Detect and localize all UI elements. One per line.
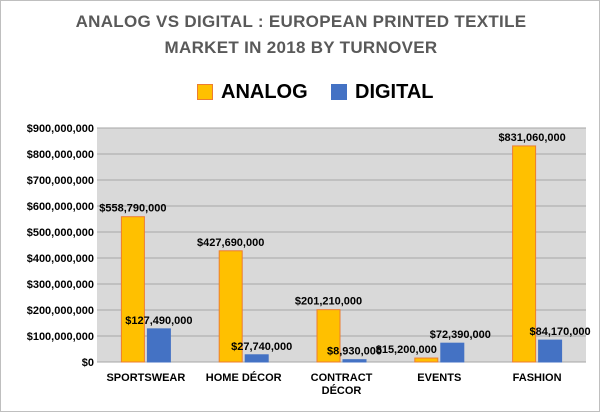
- y-tick-label: $100,000,000: [27, 331, 94, 343]
- bar-analog: [414, 357, 439, 363]
- data-label-digital: $8,930,000: [327, 346, 382, 358]
- bar-analog: [512, 145, 537, 363]
- x-tick-label: FASHION: [513, 372, 562, 384]
- data-label-analog: $201,210,000: [295, 296, 362, 308]
- data-label-analog: $427,690,000: [197, 237, 264, 249]
- bar-analog: [218, 250, 243, 363]
- y-tick-label: $200,000,000: [27, 305, 94, 317]
- bar-digital: [538, 339, 563, 363]
- bar-digital: [440, 342, 465, 363]
- y-tick-label: $600,000,000: [27, 201, 94, 213]
- x-tick-label: DÉCOR: [322, 384, 362, 397]
- data-label-analog: $15,200,000: [376, 344, 437, 356]
- legend-label-digital: DIGITAL: [355, 80, 434, 103]
- y-tick-label: $700,000,000: [27, 175, 94, 187]
- legend-item-analog: ANALOG: [197, 77, 308, 107]
- chart-title: ANALOG VS DIGITAL : EUROPEAN PRINTED TEX…: [41, 9, 561, 61]
- x-tick-label: SPORTSWEAR: [106, 372, 185, 384]
- chart-title-line-2: MARKET IN 2018 BY TURNOVER: [164, 38, 438, 57]
- y-tick-label: $500,000,000: [27, 227, 94, 239]
- x-tick-label: EVENTS: [417, 372, 461, 384]
- data-label-digital: $84,170,000: [530, 326, 591, 338]
- data-label-digital: $72,390,000: [430, 329, 491, 341]
- y-tick-label: $900,000,000: [27, 123, 94, 135]
- bar-digital: [244, 354, 269, 363]
- x-tick-label: CONTRACT: [311, 372, 373, 384]
- bar-digital: [146, 328, 171, 363]
- legend-swatch-digital: [331, 84, 347, 100]
- y-tick-label: $0: [82, 357, 94, 369]
- chart-title-line-1: ANALOG VS DIGITAL : EUROPEAN PRINTED TEX…: [75, 12, 527, 31]
- chart-legend: ANALOG DIGITAL: [1, 77, 600, 107]
- data-label-digital: $27,740,000: [231, 341, 292, 353]
- legend-swatch-analog: [197, 84, 213, 100]
- data-label-analog: $558,790,000: [99, 203, 166, 215]
- bar-analog: [120, 216, 145, 363]
- x-tick-label: HOME DÉCOR: [206, 371, 282, 384]
- bar-digital: [342, 359, 367, 363]
- bar-analog: [316, 309, 341, 363]
- plot-area: [97, 128, 586, 362]
- y-tick-label: $800,000,000: [27, 149, 94, 161]
- data-label-digital: $127,490,000: [125, 315, 192, 327]
- y-tick-label: $300,000,000: [27, 279, 94, 291]
- y-tick-label: $400,000,000: [27, 253, 94, 265]
- data-label-analog: $831,060,000: [498, 132, 565, 144]
- legend-item-digital: DIGITAL: [331, 77, 434, 107]
- legend-label-analog: ANALOG: [221, 80, 308, 103]
